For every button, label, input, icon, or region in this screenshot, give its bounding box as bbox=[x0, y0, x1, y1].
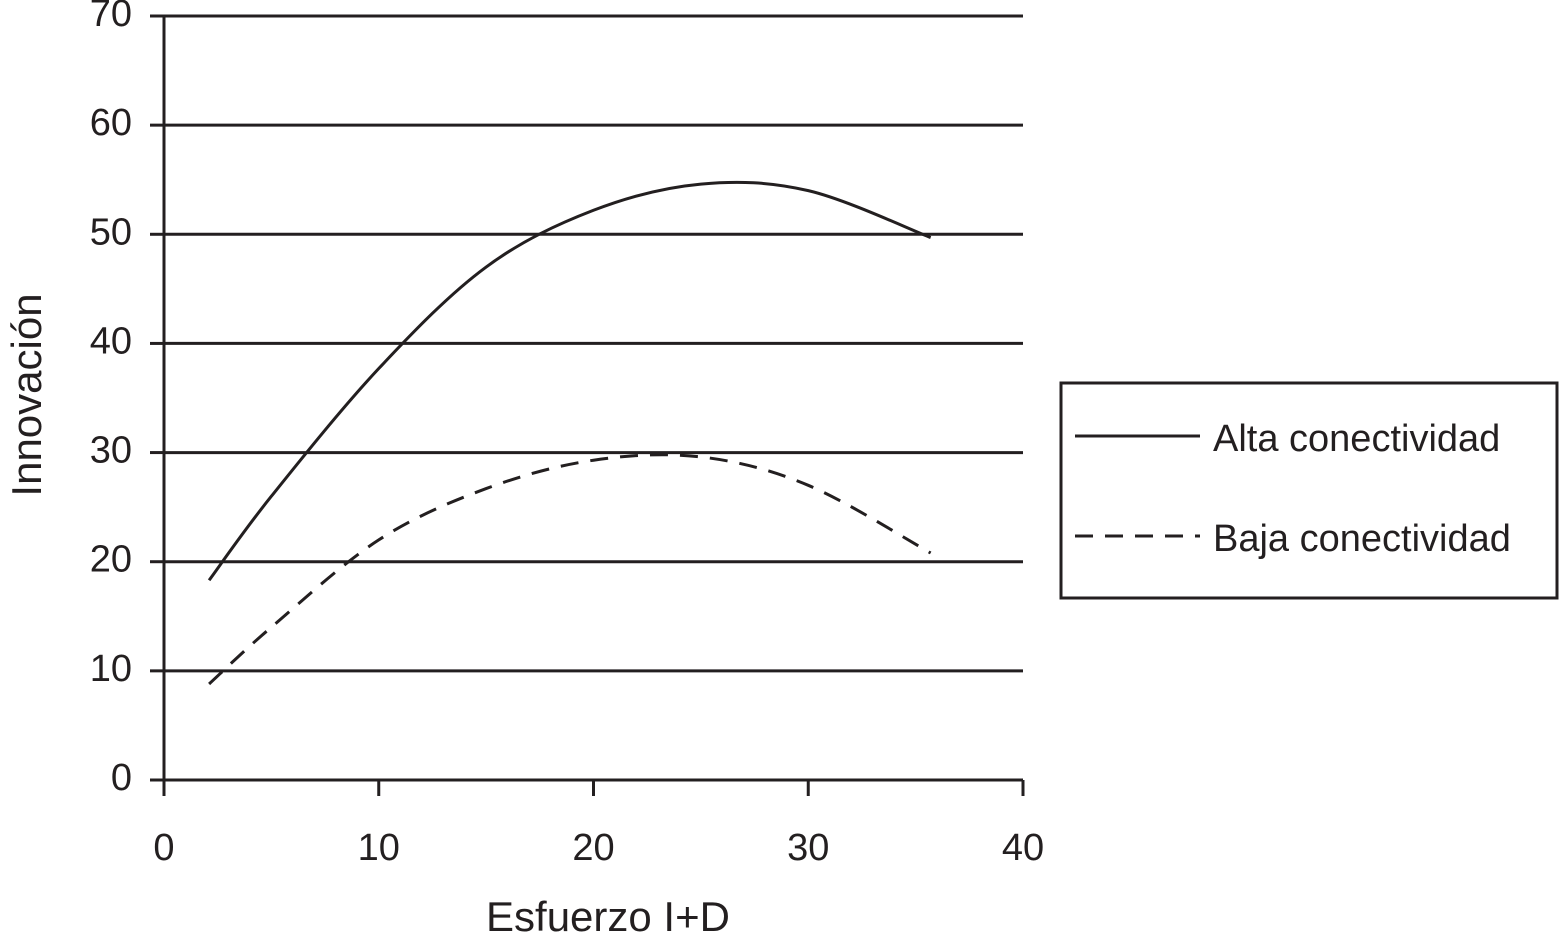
legend-label: Alta conectividad bbox=[1213, 418, 1500, 460]
y-tick-label: 0 bbox=[111, 757, 132, 799]
x-tick-label: 20 bbox=[572, 827, 614, 869]
x-axis-title: Esfuerzo I+D bbox=[486, 893, 730, 940]
x-tick-label: 30 bbox=[787, 827, 829, 869]
y-tick-label: 60 bbox=[90, 102, 132, 144]
x-tick-label: 40 bbox=[1002, 827, 1044, 869]
y-tick-label: 20 bbox=[90, 539, 132, 581]
legend-label: Baja conectividad bbox=[1213, 518, 1511, 560]
line bbox=[207, 180, 932, 582]
y-tick-label: 30 bbox=[90, 430, 132, 472]
y-axis-title: Innovación bbox=[3, 293, 50, 496]
y-tick-label: 10 bbox=[90, 648, 132, 690]
line bbox=[208, 453, 932, 686]
y-tick-label: 70 bbox=[90, 0, 132, 35]
legend-box bbox=[1059, 381, 1559, 600]
x-tick-label: 10 bbox=[358, 827, 400, 869]
y-tick-label: 40 bbox=[90, 320, 132, 362]
x-tick-label: 0 bbox=[153, 827, 174, 869]
y-tick-label: 50 bbox=[90, 211, 132, 253]
